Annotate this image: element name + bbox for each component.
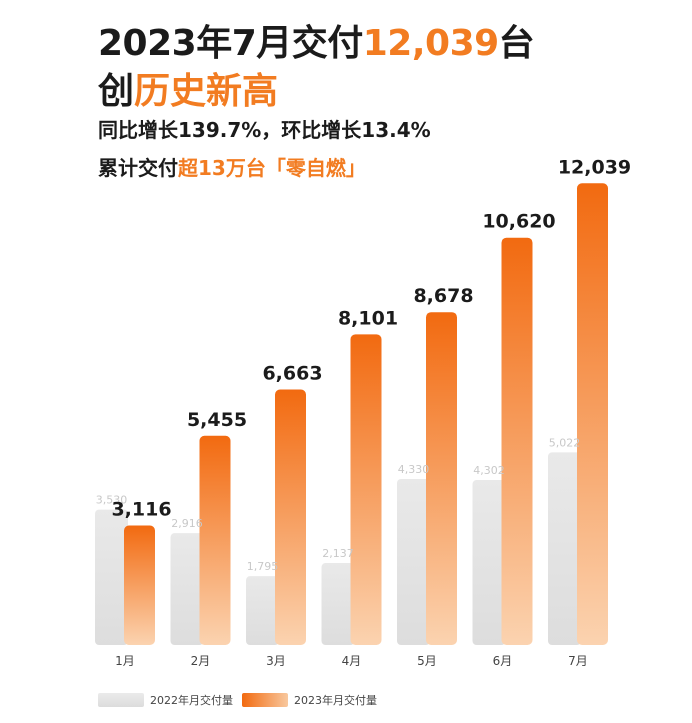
headline-cumulative: 累计交付超13万台「零自燃」 <box>98 152 366 181</box>
legend-2022-label: 2022年月交付量 <box>150 694 233 707</box>
label-2022-6: 4,302 <box>473 464 505 477</box>
label-2023-3: 6,663 <box>262 362 322 384</box>
label-2023-2: 5,455 <box>187 409 247 431</box>
bar-2023-7 <box>577 183 608 645</box>
bar-2023-3 <box>275 389 306 645</box>
label-2022-2: 2,916 <box>171 517 203 530</box>
label-2022-7: 5,022 <box>549 436 581 449</box>
bar-2022-3 <box>246 576 279 645</box>
headline-record-prefix: 创 <box>98 71 135 112</box>
bar-2023-2 <box>199 435 231 645</box>
label-2023-4: 8,101 <box>338 307 398 329</box>
legend-2022-swatch <box>98 693 144 707</box>
label-2023-6: 10,620 <box>482 211 555 233</box>
bar-2022-4 <box>321 563 355 645</box>
legend-2023: 2023年月交付量 <box>242 690 377 710</box>
legend-2023-swatch <box>242 693 288 707</box>
headline-record: 创历史新高 <box>98 62 278 114</box>
headline-title-number: 12,039 <box>362 23 499 64</box>
bar-2022-6 <box>472 480 506 645</box>
bar-2022-2 <box>170 533 204 645</box>
label-2022-1: 3,530 <box>96 494 128 507</box>
headline-cumulative-accent: 超13万台「零自燃」 <box>178 156 366 180</box>
label-2022-4: 2,137 <box>322 547 354 560</box>
x-tick-2: 2月 <box>191 654 211 668</box>
x-tick-1: 1月 <box>115 654 135 668</box>
bar-2023-1 <box>124 525 155 645</box>
bar-2022-7 <box>548 452 581 645</box>
x-tick-5: 5月 <box>417 654 437 668</box>
headline-title-suffix: 台 <box>498 23 535 64</box>
legend-2023-label: 2023年月交付量 <box>294 694 377 707</box>
headline-record-accent: 历史新高 <box>134 71 279 112</box>
bar-2022-1 <box>95 509 128 645</box>
headline-cumulative-prefix: 累计交付 <box>98 156 178 180</box>
label-2023-1: 3,116 <box>111 499 171 521</box>
x-tick-3: 3月 <box>266 654 286 668</box>
headline-growth: 同比增长139.7%，环比增长13.4% <box>98 118 431 142</box>
label-2022-3: 1,795 <box>247 560 279 573</box>
bar-2022-5 <box>397 478 430 645</box>
x-tick-7: 7月 <box>568 654 588 668</box>
headline-title-prefix: 2023年7月交付 <box>98 23 363 64</box>
bar-2023-5 <box>426 312 457 645</box>
x-tick-6: 6月 <box>493 654 513 668</box>
label-2022-5: 4,330 <box>398 463 430 476</box>
label-2023-7: 12,039 <box>558 156 631 178</box>
x-tick-4: 4月 <box>342 654 362 668</box>
label-2023-5: 8,678 <box>413 285 473 307</box>
bar-2023-6 <box>501 237 533 645</box>
headline-title: 2023年7月交付12,039台 <box>98 14 535 66</box>
bar-2023-4 <box>350 334 382 645</box>
legend-2022: 2022年月交付量 <box>98 690 233 710</box>
